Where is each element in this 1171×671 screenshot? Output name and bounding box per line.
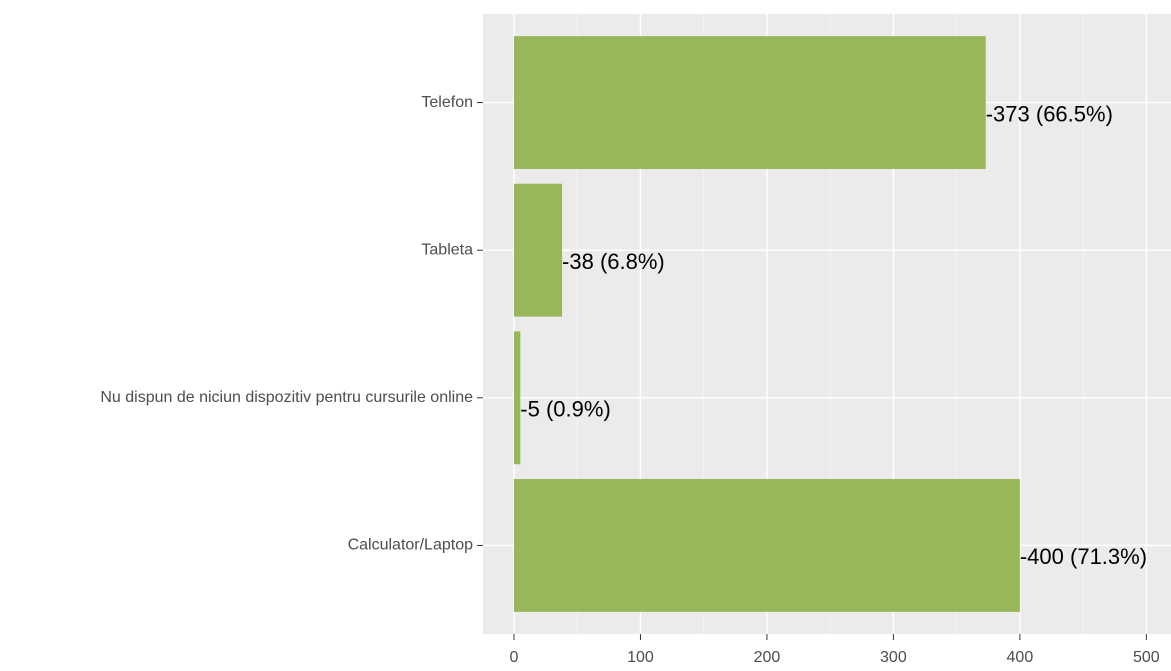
y-tick-label: Telefon [421, 94, 473, 111]
x-tick-label: 200 [754, 649, 781, 666]
x-tick-label: 100 [627, 649, 654, 666]
x-tick-label: 0 [510, 649, 519, 666]
bar [513, 183, 563, 317]
x-tick-label: 500 [1133, 649, 1160, 666]
bar [513, 479, 1020, 612]
y-tick-label: Nu dispun de niciun dispozitiv pentru cu… [100, 389, 473, 406]
value-label: -38 (6.8%) [562, 249, 665, 274]
y-tick-label: Tableta [421, 241, 473, 258]
value-label: -400 (71.3%) [1020, 544, 1147, 569]
value-label: -5 (0.9%) [520, 397, 610, 422]
y-tick-label: Calculator/Laptop [348, 537, 474, 554]
bar [513, 36, 986, 170]
value-label: -373 (66.5%) [986, 101, 1113, 126]
x-tick-label: 300 [880, 649, 907, 666]
bar [513, 331, 521, 465]
x-tick-label: 400 [1007, 649, 1034, 666]
